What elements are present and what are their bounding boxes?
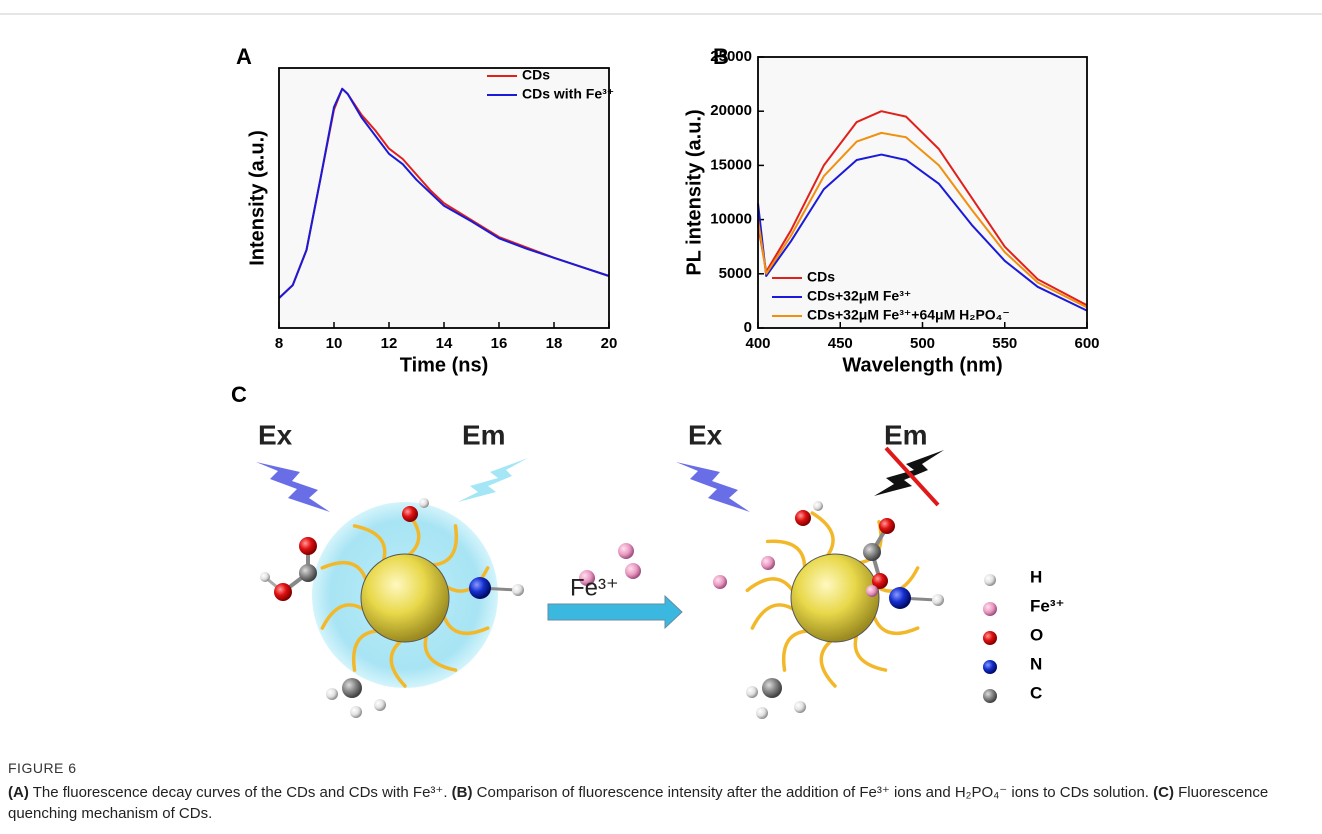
- data-line: [278, 87, 610, 299]
- cross-mark: [884, 446, 940, 507]
- right-groups: [713, 501, 944, 719]
- y-tick-label: 15000: [710, 156, 752, 173]
- x-tick-label: 400: [745, 335, 770, 352]
- legend-label: CDs+32μM Fe³⁺: [807, 288, 911, 304]
- figure: C Ex Em Ex Em Fe³⁺: [0, 13, 1322, 719]
- excitation-bolt: [676, 462, 750, 512]
- ligand: [853, 629, 888, 672]
- legend-label: Fe³⁺: [1030, 596, 1064, 615]
- y-tick-label: 25000: [710, 48, 752, 65]
- legend-label: CDs+32μM Fe³⁺+64μM H₂PO₄⁻: [807, 307, 1010, 323]
- plot-frame: [278, 67, 610, 329]
- x-tick-label: 10: [326, 335, 343, 352]
- caption-text: Comparison of fluorescence intensity aft…: [476, 784, 1149, 801]
- em-label: Em: [462, 419, 506, 450]
- x-axis-label: Time (ns): [400, 354, 489, 376]
- caption: (A) The fluorescence decay curves of the…: [8, 782, 1303, 824]
- legend-label: N: [1030, 654, 1042, 673]
- legend-label: O: [1030, 625, 1043, 644]
- legend-label: C: [1030, 683, 1042, 702]
- em-label: Em: [884, 419, 928, 450]
- y-tick-label: 20000: [710, 102, 752, 119]
- legend-label: CDs: [807, 269, 835, 285]
- plot-frame: [757, 56, 1088, 329]
- x-tick-label: 600: [1074, 335, 1099, 352]
- x-tick-label: 18: [546, 335, 563, 352]
- legend-label: CDs: [522, 67, 550, 83]
- y-axis-label: Intensity (a.u.): [246, 130, 268, 266]
- ligand: [781, 629, 814, 672]
- ligand: [870, 609, 920, 636]
- reaction-arrow: [547, 594, 683, 630]
- ligand: [750, 603, 800, 630]
- panel-label: B: [713, 44, 729, 69]
- carbon-dot: [360, 553, 450, 643]
- panel-label: C: [231, 382, 247, 407]
- caption-tag: (A): [8, 784, 29, 801]
- atom-legend: [983, 574, 997, 703]
- panel-label: A: [236, 44, 252, 69]
- ex-label: Ex: [258, 419, 293, 450]
- x-tick-label: 14: [436, 335, 453, 352]
- x-tick-label: 12: [381, 335, 398, 352]
- x-tick-label: 500: [910, 335, 935, 352]
- free-iron-ions: [579, 543, 641, 586]
- x-tick-label: 550: [992, 335, 1017, 352]
- data-line: [757, 153, 1088, 312]
- ligand: [810, 511, 835, 562]
- caption-label: FIGURE 6: [8, 760, 77, 776]
- plot-area: [279, 68, 609, 328]
- y-tick-label: 0: [744, 319, 752, 336]
- x-tick-label: 8: [275, 335, 283, 352]
- ex-label: Ex: [688, 419, 723, 450]
- arrow-label: Fe³⁺: [570, 574, 619, 601]
- y-axis-label: PL intensity (a.u.): [683, 109, 705, 275]
- y-tick-label: 5000: [719, 265, 752, 282]
- caption-tag: (B): [451, 784, 473, 801]
- ligand: [745, 577, 797, 597]
- data-line: [757, 110, 1088, 307]
- caption-text: Fluorescence quenching mechanism of CDs.: [8, 784, 1269, 822]
- caption-tag: (C): [1153, 784, 1174, 801]
- emission-bolt: [458, 458, 528, 502]
- legend-label: H: [1030, 567, 1042, 586]
- caption-text: The fluorescence decay curves of the CDs…: [32, 784, 448, 801]
- y-tick-label: 10000: [710, 211, 752, 228]
- x-tick-label: 20: [601, 335, 618, 352]
- data-line: [757, 131, 1088, 309]
- carbon-dot: [790, 553, 880, 643]
- legend-label: CDs with Fe³⁺: [522, 86, 614, 102]
- x-tick-label: 450: [828, 335, 853, 352]
- x-axis-label: Wavelength (nm): [842, 354, 1002, 376]
- excitation-bolt: [256, 462, 330, 512]
- x-tick-label: 16: [491, 335, 508, 352]
- left-groups: [260, 498, 524, 718]
- ligand: [819, 636, 837, 688]
